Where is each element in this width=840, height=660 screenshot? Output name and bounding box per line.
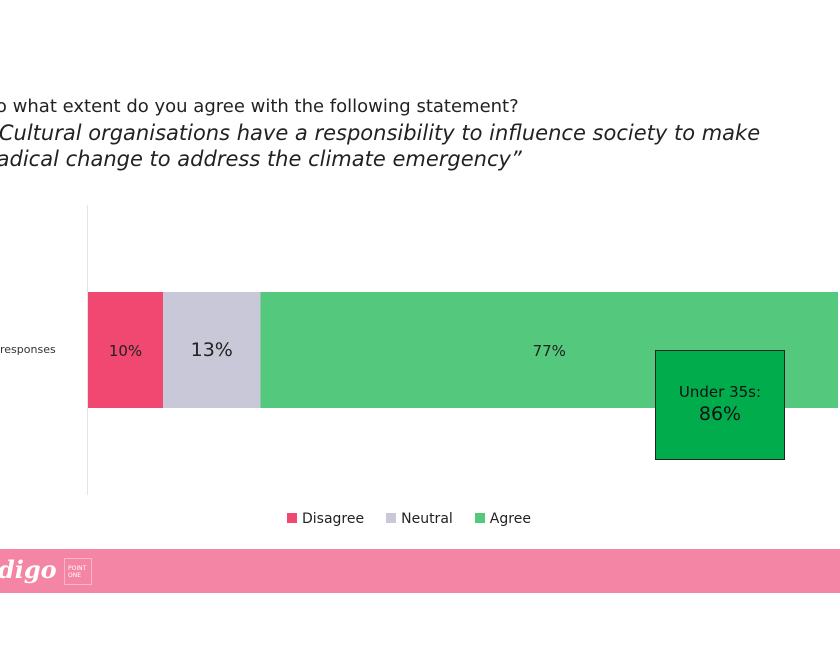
legend-label: Disagree (302, 511, 365, 527)
data-label-agree: 77% (533, 342, 566, 360)
legend: Disagree Neutral Agree (287, 511, 531, 527)
category-axis (87, 205, 88, 495)
callout-value: 86% (698, 403, 742, 425)
statement-line-2: radical change to address the climate em… (0, 147, 522, 171)
question-text: To what extent do you agree with the fol… (0, 96, 519, 117)
legend-disagree: Disagree (287, 511, 364, 527)
legend-label: Agree (489, 511, 531, 527)
legend-neutral: Neutral (386, 511, 453, 527)
brand-logo: digo (0, 555, 57, 584)
legend-swatch (474, 513, 485, 523)
under-35s-callout: Under 35s: 86% (655, 350, 785, 460)
legend-swatch (386, 513, 397, 523)
category-label: responses (0, 343, 56, 356)
bar-disagree (88, 292, 163, 408)
footer-bar: digo POINT ONE (0, 549, 840, 593)
statement-line-1: “Cultural organisations have a responsib… (0, 121, 761, 145)
legend-agree: Agree (474, 511, 531, 527)
statement-text: “Cultural organisations have a responsib… (0, 120, 760, 172)
legend-swatch (287, 513, 297, 523)
data-label-neutral: 13% (191, 339, 233, 361)
point-one-logo: POINT ONE (64, 558, 92, 585)
bar-neutral (163, 292, 261, 408)
callout-label: Under 35s: (678, 383, 762, 401)
data-label-disagree: 10% (109, 342, 142, 360)
legend-label: Neutral (401, 511, 453, 527)
